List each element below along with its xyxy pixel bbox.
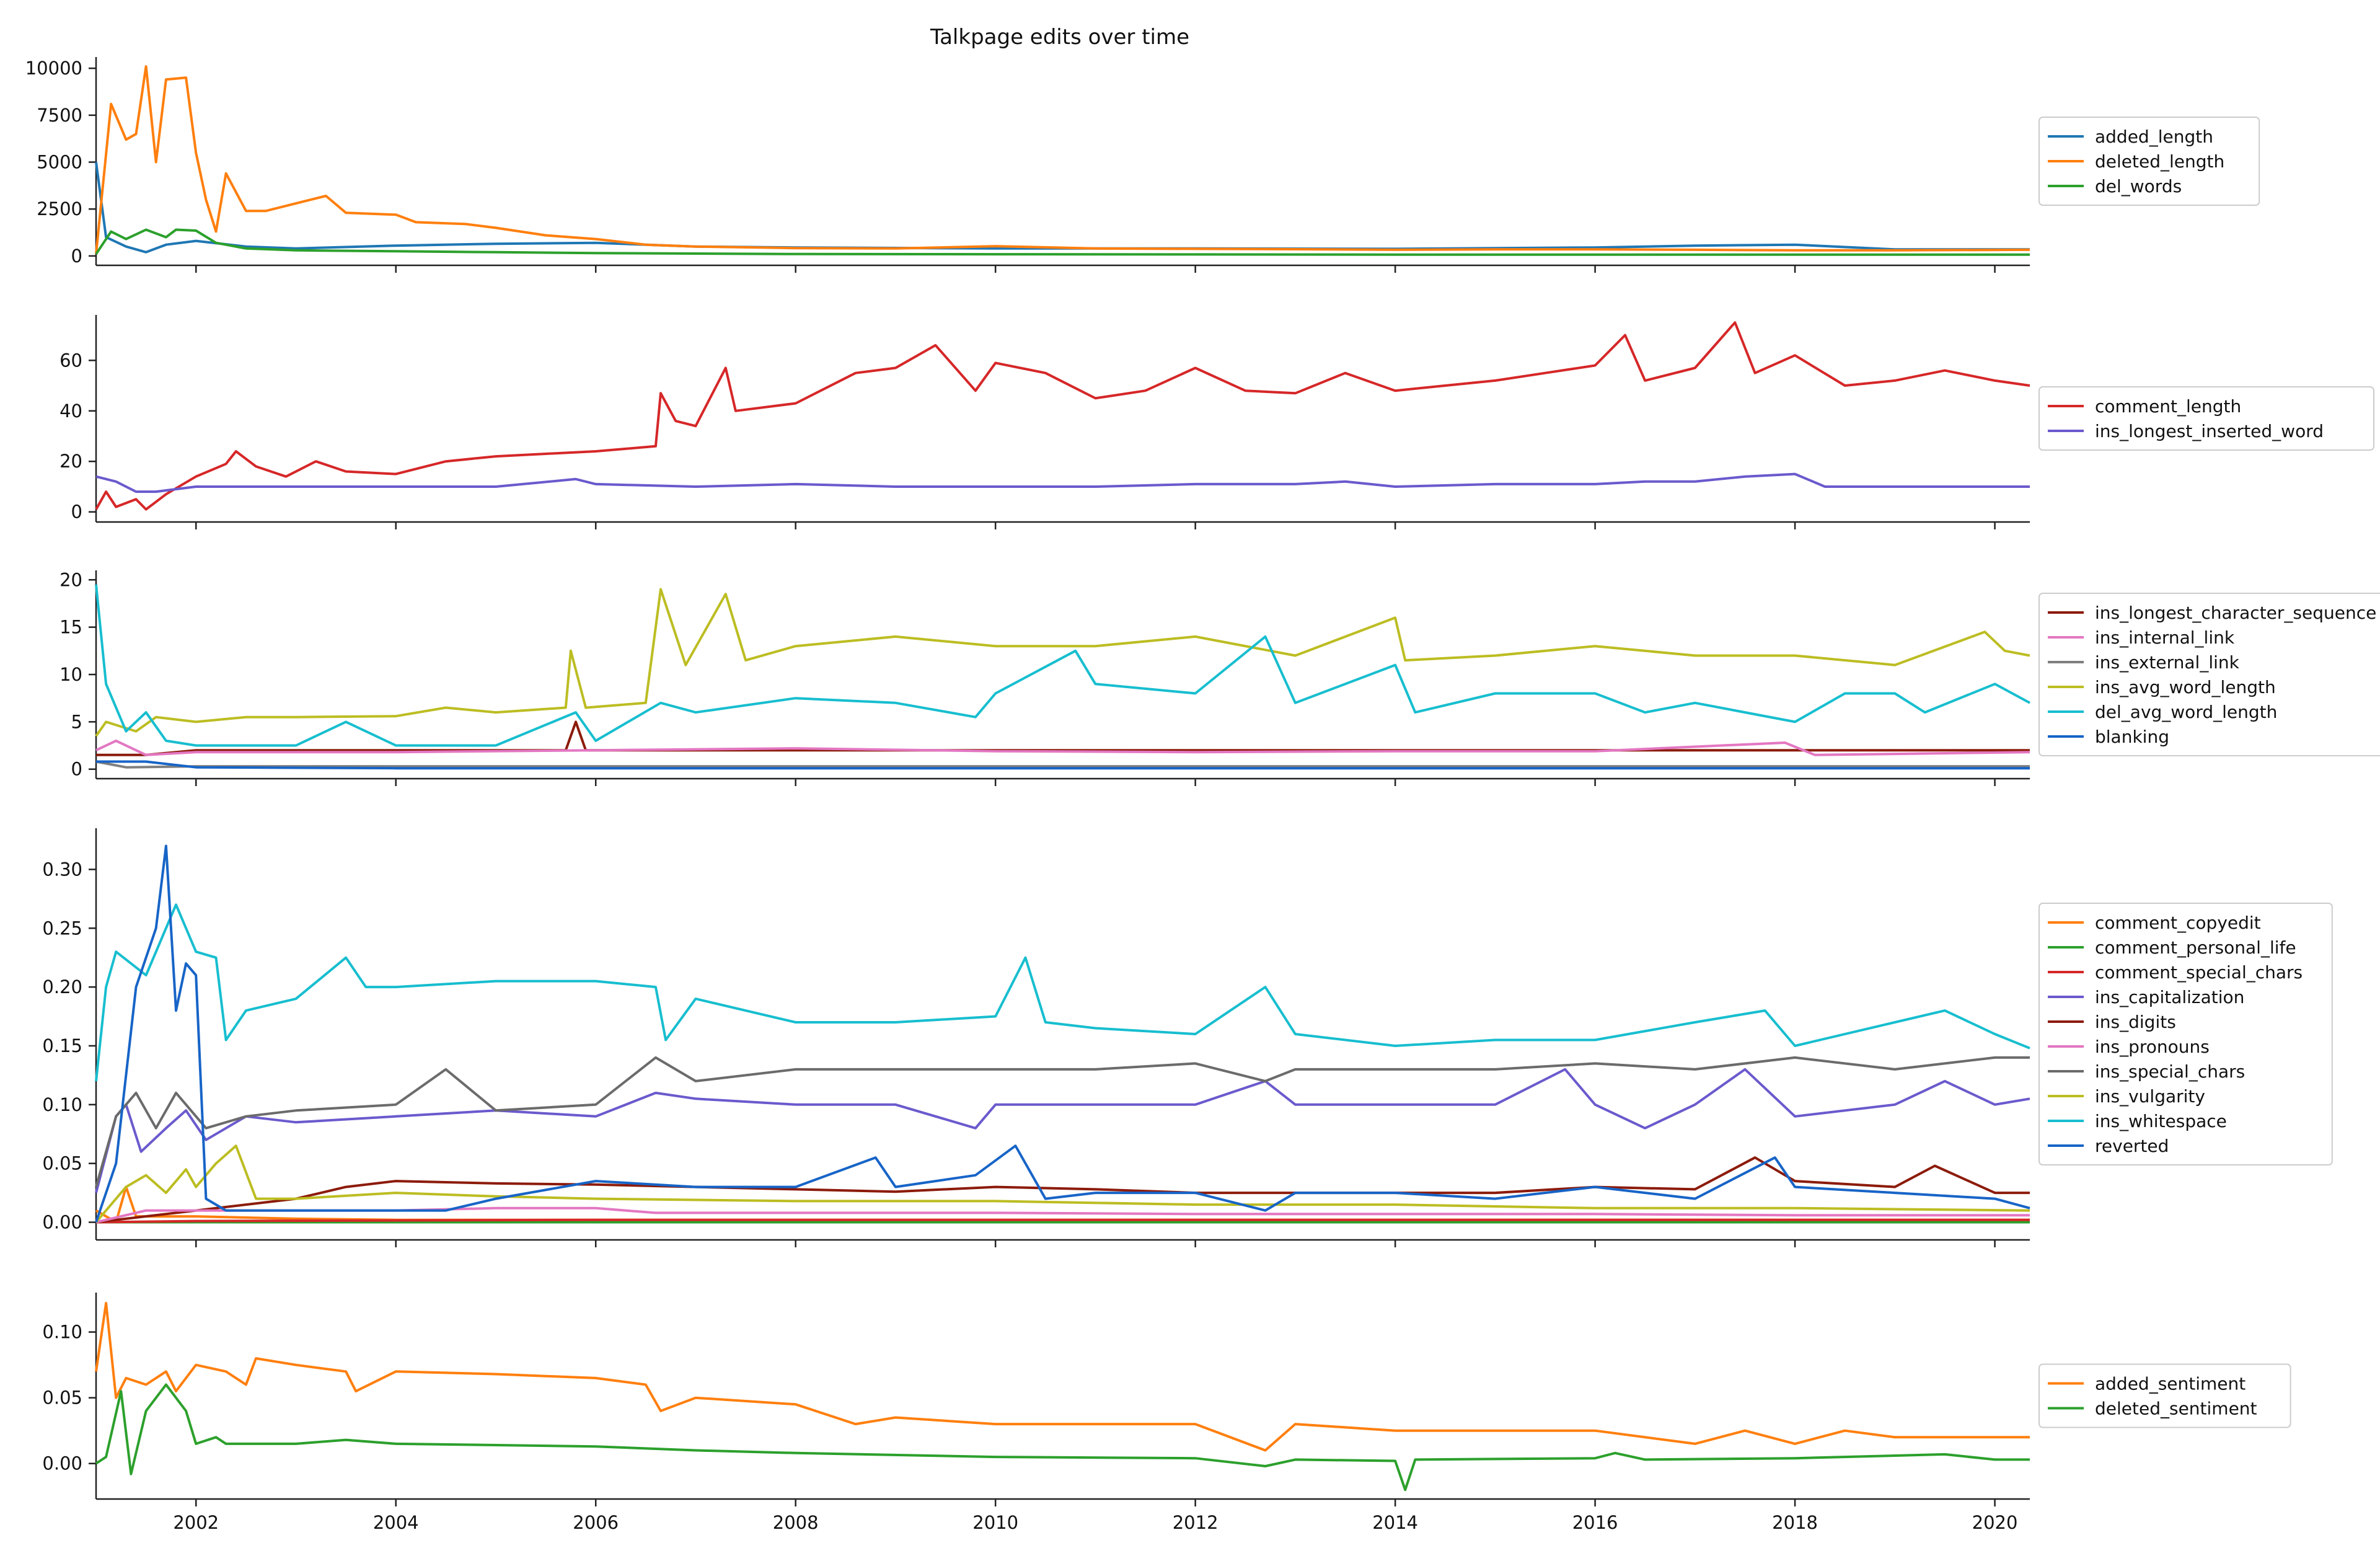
x-tick-label: 2018 [1772, 1512, 1818, 1533]
legend-label: added_sentiment [2095, 1374, 2246, 1394]
series-line-ins-avg-word-length [95, 588, 2030, 737]
series-line-ins-special-chars [95, 1056, 2030, 1188]
legend-label: del_avg_word_length [2095, 702, 2277, 722]
x-tick-label: 2002 [173, 1512, 219, 1533]
series-line-del-words [95, 228, 2030, 256]
y-tick-label: 0.20 [42, 976, 82, 997]
y-tick-label: 0.05 [42, 1153, 82, 1174]
series-line-comment-length [95, 321, 2030, 511]
y-tick-label: 15 [60, 617, 82, 638]
y-tick-label: 0.10 [42, 1322, 82, 1343]
legend-label: comment_personal_life [2095, 937, 2296, 958]
y-tick-label: 20 [60, 569, 82, 590]
series-line-ins-vulgarity [95, 1144, 2030, 1223]
legend-box [2038, 1363, 2291, 1428]
y-tick-label: 0.05 [42, 1387, 82, 1409]
y-tick-label: 0.30 [42, 859, 82, 880]
y-tick-label: 10000 [25, 58, 82, 79]
legend-label: deleted_sentiment [2095, 1399, 2257, 1419]
legend-label: ins_pronouns [2095, 1037, 2210, 1057]
y-tick-label: 7500 [37, 105, 82, 126]
y-tick-label: 0.15 [42, 1035, 82, 1056]
x-tick-label: 2004 [373, 1512, 419, 1533]
legend-label: added_length [2095, 126, 2213, 147]
y-tick-label: 60 [60, 350, 82, 371]
legend-label: ins_digits [2095, 1012, 2176, 1032]
legend-label: ins_external_link [2095, 652, 2240, 673]
legend-label: ins_special_chars [2095, 1061, 2245, 1082]
series-line-deleted-length [95, 65, 2030, 254]
series-line-ins-longest-character-sequence [96, 720, 2030, 756]
legend-label: blanking [2095, 727, 2169, 747]
legend-box [2038, 386, 2374, 451]
legend-label: ins_whitespace [2095, 1111, 2227, 1131]
x-tick-label: 2012 [1173, 1512, 1219, 1533]
series-line-ins-internal-link [95, 739, 2030, 756]
series-line-ins-longest-inserted-word [95, 472, 2030, 493]
y-tick-label: 20 [60, 451, 82, 472]
series-line-added-sentiment [95, 1302, 2030, 1452]
legend-label: ins_longest_inserted_word [2095, 421, 2324, 441]
series-line-deleted-sentiment [95, 1383, 2030, 1492]
y-tick-label: 0.25 [42, 918, 82, 939]
y-tick-label: 0 [71, 759, 82, 780]
x-tick-label: 2014 [1372, 1512, 1418, 1533]
x-tick-label: 2010 [972, 1512, 1018, 1533]
y-tick-label: 10 [60, 664, 82, 685]
y-tick-label: 0.10 [42, 1094, 82, 1115]
y-tick-label: 0.00 [42, 1212, 82, 1233]
y-tick-label: 0 [71, 502, 82, 523]
y-tick-label: 2500 [37, 198, 82, 219]
legend-box [2038, 117, 2260, 206]
series-line-ins-whitespace [95, 903, 2030, 1082]
legend-label: ins_internal_link [2095, 627, 2235, 648]
legend-label: ins_vulgarity [2095, 1086, 2205, 1107]
series-line-del-avg-word-length [95, 584, 2030, 747]
legend-label: deleted_length [2095, 151, 2224, 172]
x-tick-label: 2008 [773, 1512, 819, 1533]
chart-title: Talkpage edits over time [930, 25, 1190, 50]
legend-label: comment_length [2095, 396, 2241, 417]
x-tick-label: 2006 [573, 1512, 619, 1533]
y-tick-label: 0.00 [42, 1453, 82, 1474]
legend-label: comment_special_chars [2095, 962, 2303, 983]
legend-box [2038, 593, 2380, 756]
legend-label: ins_longest_character_sequence [2095, 603, 2376, 623]
x-tick-label: 2016 [1572, 1512, 1618, 1533]
legend-label: ins_avg_word_length [2095, 677, 2276, 697]
y-tick-label: 5 [71, 711, 82, 732]
legend-label: reverted [2095, 1136, 2169, 1156]
y-tick-label: 0 [71, 245, 82, 267]
series-line-added-length [95, 162, 2030, 254]
legend-label: del_words [2095, 176, 2182, 197]
series-line-reverted [95, 844, 2030, 1223]
series-line-ins-digits [95, 1156, 2030, 1224]
series-line-ins-capitalization [95, 1068, 2030, 1193]
series-line-blanking [96, 760, 2030, 770]
x-tick-label: 2020 [1972, 1512, 2018, 1533]
y-tick-label: 5000 [37, 152, 82, 173]
series-line-ins-external-link [95, 760, 2030, 769]
legend-label: comment_copyedit [2095, 913, 2261, 933]
series-line-comment-special-chars [95, 1218, 2030, 1224]
legend-box [2038, 903, 2333, 1165]
y-tick-label: 40 [60, 400, 82, 422]
legend-label: ins_capitalization [2095, 987, 2244, 1007]
